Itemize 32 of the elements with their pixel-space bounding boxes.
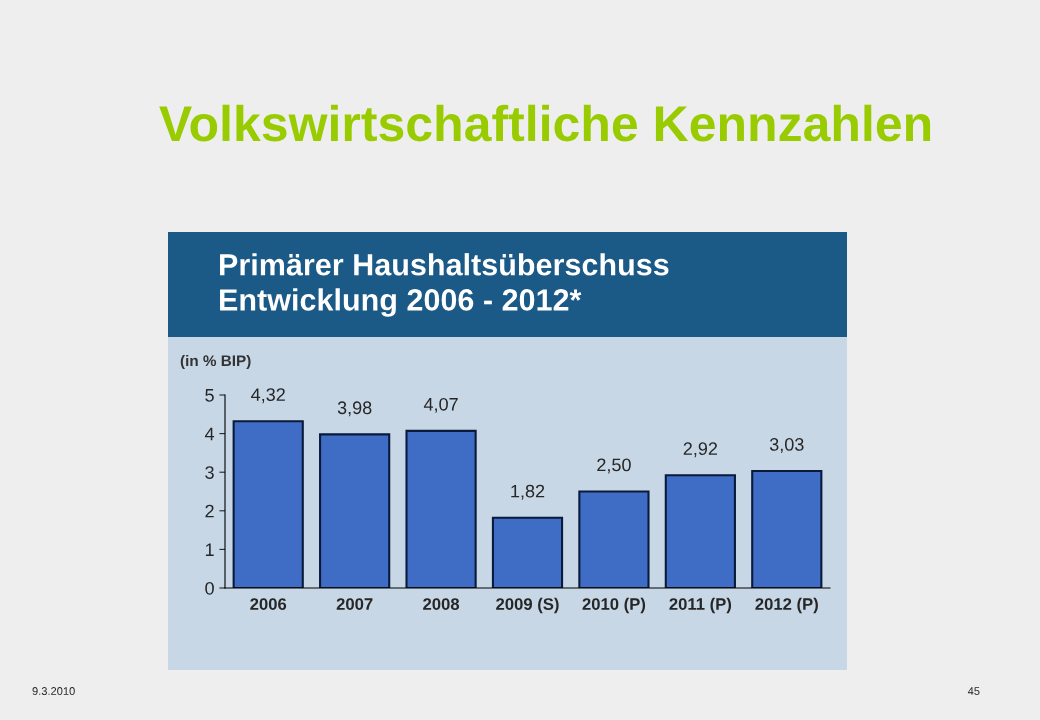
text: 45 — [967, 687, 980, 695]
y-tick-label: 0 — [205, 581, 214, 595]
y-tick-label: 3 — [205, 466, 214, 479]
bar — [319, 433, 391, 588]
bar — [405, 429, 477, 588]
text: 9.3.2010 — [32, 687, 75, 695]
x-tick-label: 2010 (P) — [582, 597, 646, 614]
bar — [664, 474, 736, 588]
x-tick-label: 2009 (S) — [496, 597, 559, 614]
data-label: 4,07 — [423, 397, 458, 413]
data-label: 2,92 — [683, 442, 718, 458]
x-tick-label: 2008 — [423, 598, 460, 610]
y-tick-label: 2 — [205, 504, 214, 518]
x-tick-label: 2011 (P) — [669, 597, 732, 614]
bar — [491, 516, 564, 588]
y-tick-label: 5 — [205, 389, 214, 402]
y-tick-label: 4 — [204, 427, 215, 441]
x-tick-label: 2007 — [336, 598, 373, 610]
y-tick-label: 1 — [205, 543, 214, 556]
data-label: 4,32 — [251, 388, 285, 404]
bar — [751, 470, 823, 588]
chart-title: Volkswirtschaftliche Kennzahlen — [159, 104, 931, 142]
data-label: 3,98 — [337, 401, 372, 417]
chart-subtitle: Primärer Haushaltsüberschuss Entwicklung 2006 - 2012* — [220, 253, 669, 317]
bar — [578, 490, 650, 588]
x-tick-label: 2006 — [250, 598, 287, 610]
x-tick-label: 2012 (P) — [755, 597, 818, 614]
y-axis-title: (in % BIP) — [180, 354, 251, 370]
data-label: 3,03 — [769, 438, 804, 453]
data-label: 1,82 — [511, 484, 545, 500]
data-label: 2,50 — [597, 458, 631, 474]
bar — [232, 420, 304, 588]
